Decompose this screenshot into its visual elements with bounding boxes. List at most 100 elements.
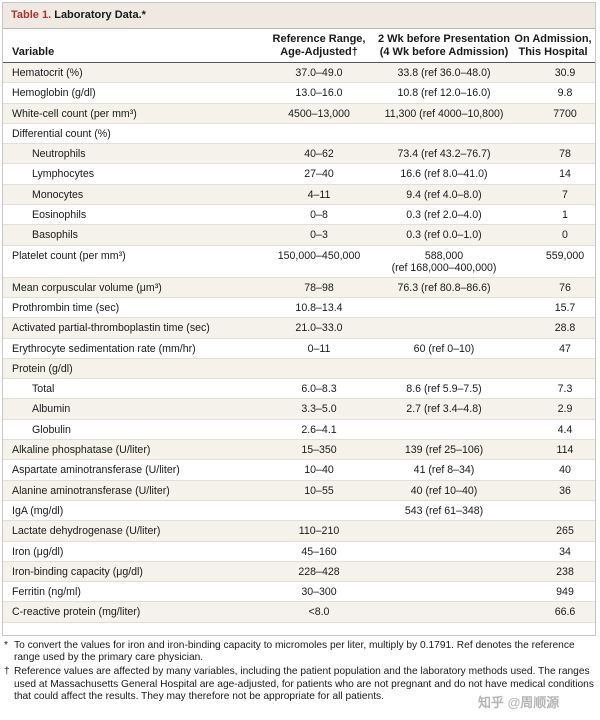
cell-reference: 0–8: [310, 209, 328, 222]
table-row: Albumin 3.3–5.0 2.7 (ref 3.4–4.8) 2.9: [3, 399, 595, 420]
cell-variable: Basophils: [32, 229, 78, 242]
cell-admission-wrap: [513, 128, 589, 140]
cell-variable: Lymphocytes: [32, 168, 95, 181]
cell-variable: Iron-binding capacity (μg/dl): [12, 565, 143, 578]
footnote-dagger-text: Reference values are affected by many va…: [14, 666, 594, 702]
cell-variable: Ferritin (ng/ml): [12, 586, 81, 599]
cell-variable: Erythrocyte sedimentation rate (mm/hr): [12, 342, 196, 355]
footnote-dagger-mark: †: [4, 666, 10, 678]
cell-variable: C-reactive protein (mg/liter): [12, 606, 141, 619]
cell-variable: Total: [32, 383, 55, 396]
cell-admission-wrap: 34: [513, 546, 589, 558]
cell-before-value: 588,000: [424, 249, 464, 262]
header-reference-line2: Age-Adjusted†: [280, 46, 358, 58]
cell-before: 76.3 (ref 80.8–86.6): [375, 282, 513, 294]
table-row: Prothrombin time (sec) 10.8–13.4 15.7: [3, 297, 595, 319]
cell-variable: IgA (mg/dl): [12, 504, 64, 517]
cell-admission-wrap: 14: [513, 168, 589, 180]
cell-before: 588,000 (ref 168,000–400,000): [375, 250, 513, 274]
watermark: 知乎 @周顺源: [478, 695, 560, 710]
cell-variable: Neutrophils: [32, 148, 86, 161]
cell-admission: 559,000: [545, 249, 585, 262]
cell-admission: 47: [559, 342, 571, 355]
cell-admission-wrap: 66.6: [513, 606, 589, 618]
table-row: Total 6.0–8.3 8.6 (ref 5.9–7.5) 7.3: [3, 379, 595, 400]
cell-admission-wrap: 114: [513, 444, 589, 456]
header-reference-line1: Reference Range,: [272, 33, 366, 45]
cell-admission: 2.9: [557, 403, 573, 416]
cell-admission: 1: [562, 209, 568, 222]
header-before-line1: 2 Wk before Presentation: [377, 33, 511, 45]
cell-variable: Monocytes: [32, 188, 84, 201]
cell-admission-wrap: 559,000: [513, 250, 589, 262]
cell-admission: 7700: [553, 107, 577, 120]
cell-before-value: 139 (ref 25–106): [404, 444, 484, 457]
cell-admission: 15.7: [554, 301, 576, 314]
table-title: Laboratory Data.*: [54, 9, 146, 21]
table-row: Activated partial-thromboplastin time (s…: [3, 318, 595, 339]
cell-reference: 40–62: [304, 148, 334, 161]
header-admission-line2: This Hospital: [518, 46, 588, 58]
cell-admission: 40: [559, 464, 571, 477]
cell-admission: 76: [559, 281, 571, 294]
cell-before-value: 0.3 (ref 2.0–4.0): [406, 209, 482, 222]
table-row: Neutrophils 40–62 73.4 (ref 43.2–76.7) 78: [3, 144, 595, 165]
cell-admission: 238: [556, 565, 574, 578]
cell-reference: 27–40: [304, 168, 334, 181]
cell-admission: 949: [556, 586, 574, 599]
table-row: Eosinophils 0–8 0.3 (ref 2.0–4.0) 1: [3, 205, 595, 226]
cell-before: 2.7 (ref 3.4–4.8): [375, 403, 513, 415]
cell-reference: 10–55: [304, 484, 334, 497]
table-row: Lactate dehydrogenase (U/liter) 110–210 26…: [3, 521, 595, 542]
cell-admission: 28.8: [554, 322, 576, 335]
cell-admission-wrap: 76: [513, 282, 589, 294]
header-admission: On Admission, This Hospital: [513, 33, 593, 59]
cell-before-value: 2.7 (ref 3.4–4.8): [406, 403, 482, 416]
cell-before: 33.8 (ref 36.0–48.0): [375, 67, 513, 79]
cell-admission-wrap: 47: [513, 343, 589, 355]
cell-admission: 30.9: [554, 67, 576, 79]
cell-admission: 265: [556, 525, 574, 538]
header-before-line2: (4 Wk before Admission): [379, 46, 509, 58]
cell-admission: 7.3: [557, 383, 573, 396]
cell-admission-wrap: 9.8: [513, 87, 589, 99]
header-reference: Reference Range, Age-Adjusted†: [265, 33, 373, 59]
cell-variable: Protein (g/dl): [12, 362, 73, 375]
cell-before-value: 73.4 (ref 43.2–76.7): [397, 148, 491, 161]
cell-reference: 4–11: [307, 188, 331, 201]
table-row: Mean corpuscular volume (μm³) 78–98 76.3 (…: [3, 277, 595, 298]
cell-admission-wrap: 36: [513, 485, 589, 497]
cell-admission: 0: [562, 229, 568, 242]
cell-admission-wrap: 7700: [513, 108, 589, 120]
cell-reference: 21.0–33.0: [295, 322, 343, 335]
cell-before: 40 (ref 10–40): [375, 485, 513, 497]
cell-before: 543 (ref 61–348): [375, 505, 513, 517]
table-title-bar: Table 1. Laboratory Data.*: [3, 3, 595, 29]
cell-before-value: 10.8 (ref 12.0–16.0): [397, 87, 491, 100]
cell-before: 73.4 (ref 43.2–76.7): [375, 148, 513, 160]
cell-variable: Platelet count (per mm³): [12, 249, 126, 262]
cell-variable: Activated partial-thromboplastin time (s…: [12, 322, 210, 335]
table-header: Variable Reference Range, Age-Adjusted† …: [3, 29, 595, 63]
cell-admission-wrap: 0: [513, 229, 589, 241]
cell-admission-wrap: 78: [513, 148, 589, 160]
cell-reference: 228–428: [298, 565, 340, 578]
cell-reference: 10.8–13.4: [295, 301, 343, 314]
cell-variable: Prothrombin time (sec): [12, 301, 120, 314]
table-row: IgA (mg/dl) 543 (ref 61–348): [3, 500, 595, 522]
cell-admission-wrap: 15.7: [513, 302, 589, 314]
cell-admission: 14: [559, 168, 571, 181]
cell-reference: 15–350: [301, 444, 337, 457]
cell-reference: 10–40: [304, 464, 334, 477]
cell-reference: 13.0–16.0: [295, 87, 343, 100]
header-before: 2 Wk before Presentation (4 Wk before Ad…: [375, 33, 513, 59]
table-row: Hemoglobin (g/dl) 13.0–16.0 10.8 (ref 12.0…: [3, 83, 595, 104]
cell-before-value: 543 (ref 61–348): [404, 504, 484, 517]
cell-admission-wrap: 30.9: [513, 67, 589, 79]
cell-admission: 66.6: [554, 606, 576, 619]
cell-variable: Lactate dehydrogenase (U/liter): [12, 525, 161, 538]
cell-reference: 2.6–4.1: [301, 423, 337, 436]
cell-before-value: 60 (ref 0–10): [413, 342, 475, 355]
cell-variable: Aspartate aminotransferase (U/liter): [12, 464, 180, 477]
cell-before-value: 9.4 (ref 4.0–8.0): [406, 188, 482, 201]
